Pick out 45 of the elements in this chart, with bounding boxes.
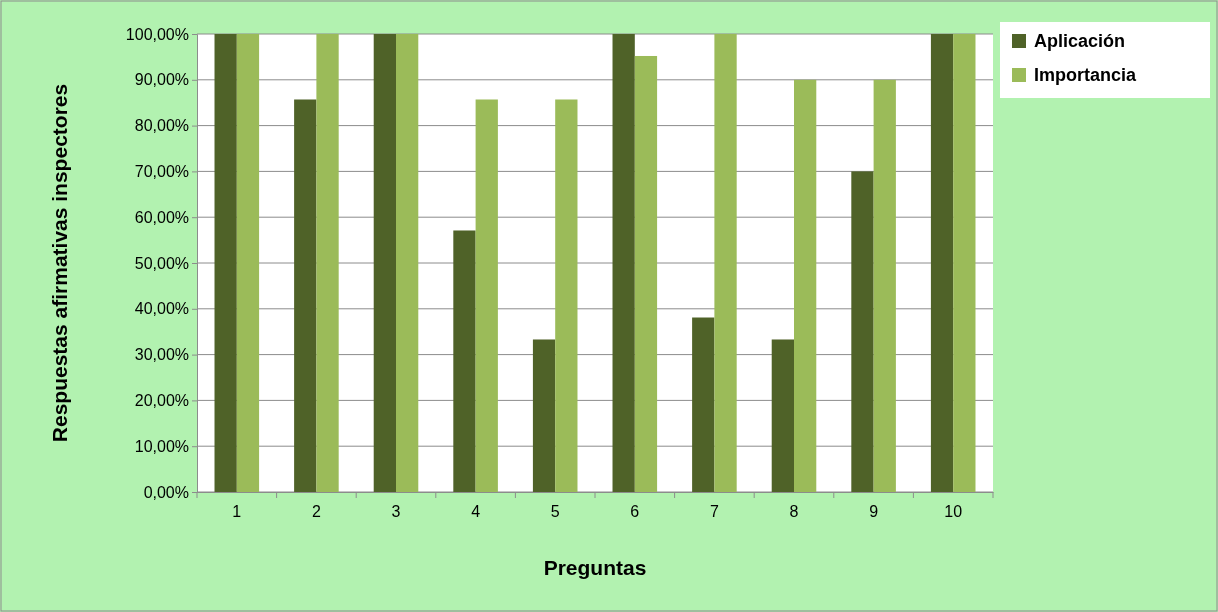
- bar: [475, 99, 498, 492]
- legend-label: Importancia: [1034, 65, 1138, 85]
- bar: [873, 79, 896, 492]
- x-tick-label: 7: [709, 503, 719, 521]
- bar: [396, 34, 419, 492]
- x-tick-label: 6: [630, 503, 640, 521]
- y-tick-label: 0,00%: [143, 483, 189, 501]
- bar: [714, 34, 737, 492]
- x-tick-label: 2: [311, 503, 321, 521]
- y-tick-label: 40,00%: [134, 300, 189, 318]
- bar: [555, 99, 578, 492]
- y-tick-label: 30,00%: [134, 346, 189, 364]
- bar: [236, 34, 260, 492]
- bar: [214, 34, 237, 492]
- x-tick-label: 10: [944, 503, 963, 521]
- bar: [953, 34, 976, 492]
- y-axis-title: Respuestas afirmativas inspectores: [48, 83, 71, 443]
- y-tick-label: 60,00%: [134, 208, 189, 226]
- x-tick-label: 5: [550, 503, 560, 521]
- bar: [453, 230, 476, 492]
- bar: [294, 99, 317, 492]
- x-tick-label: 8: [789, 503, 799, 521]
- x-tick-label: 4: [471, 503, 481, 521]
- bar: [851, 171, 874, 492]
- y-tick-label: 50,00%: [134, 254, 189, 272]
- x-axis-title: Preguntas: [543, 556, 647, 579]
- y-tick-label: 10,00%: [134, 437, 189, 455]
- bar: [771, 339, 794, 492]
- bar: [794, 79, 817, 492]
- y-tick-label: 80,00%: [134, 117, 189, 135]
- y-tick-label: 100,00%: [125, 25, 189, 43]
- bar: [532, 339, 556, 492]
- y-tick-label: 20,00%: [134, 392, 189, 410]
- y-tick-label: 70,00%: [134, 163, 189, 181]
- y-tick-label: 90,00%: [134, 71, 189, 89]
- bar: [634, 55, 658, 492]
- bar: [373, 34, 396, 492]
- bar: [692, 317, 715, 492]
- x-tick-label: 3: [391, 503, 401, 521]
- bar: [930, 34, 954, 492]
- legend-label: Aplicación: [1034, 31, 1126, 51]
- x-tick-label: 1: [232, 503, 242, 521]
- bar: [316, 34, 339, 492]
- x-tick-label: 9: [869, 503, 879, 521]
- bar: [612, 34, 635, 492]
